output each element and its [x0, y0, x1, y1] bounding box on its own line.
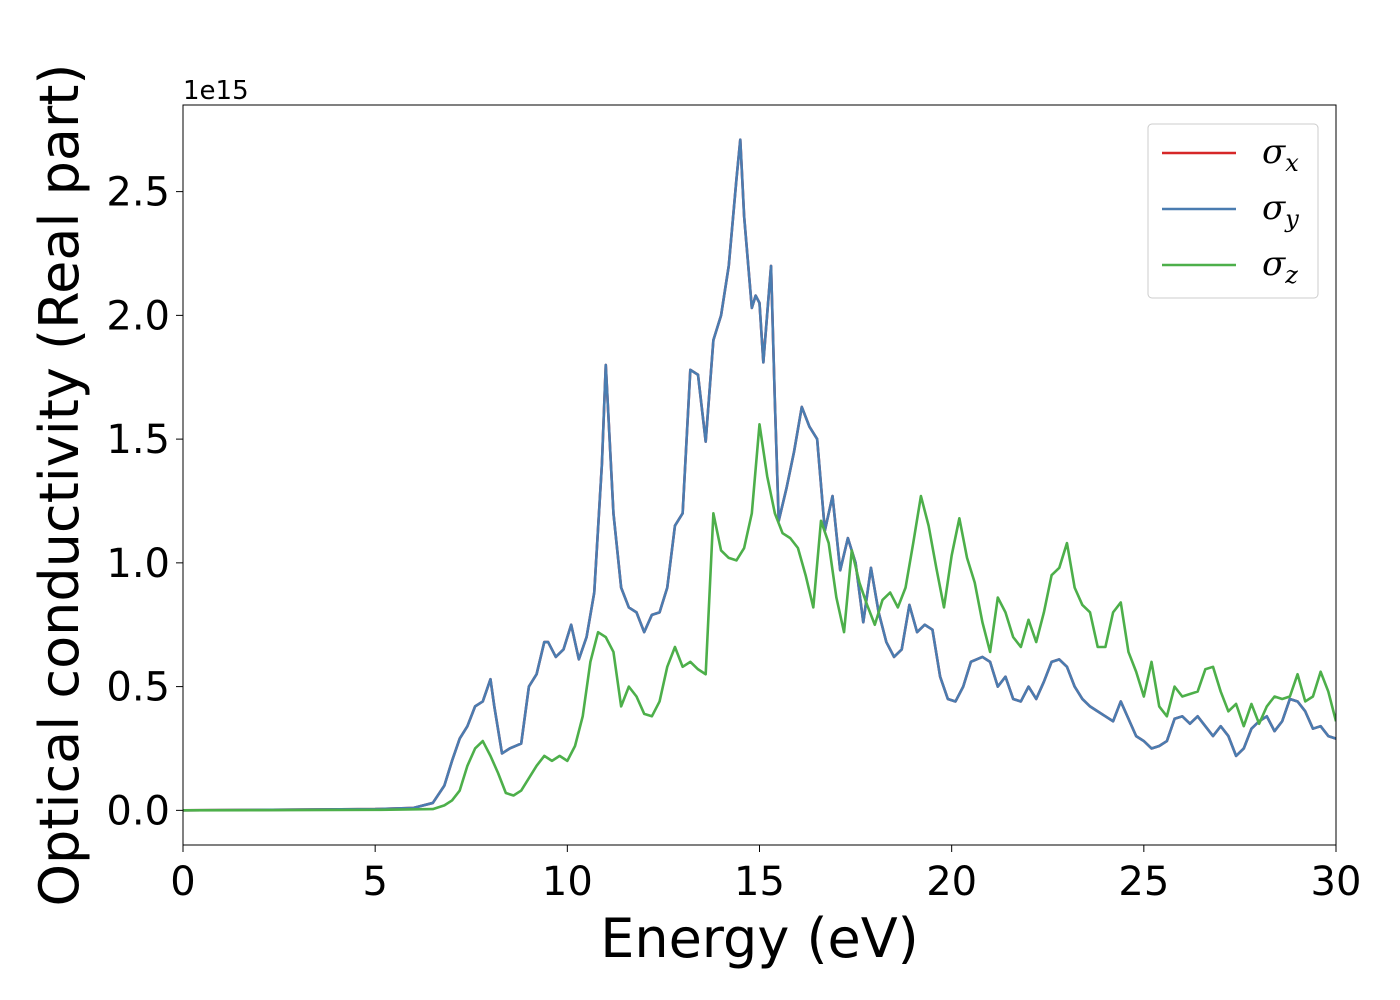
y-tick-label: 1.5 — [106, 417, 170, 463]
x-tick-label: 25 — [1118, 859, 1169, 905]
legend-label-base: σ — [1262, 244, 1286, 284]
y-tick-label: 1.0 — [106, 541, 170, 587]
x-axis-ticks: 0 5 10 15 20 25 30 — [170, 845, 1361, 905]
legend-label-subscript: z — [1284, 261, 1298, 289]
x-tick-label: 5 — [362, 859, 387, 905]
series-layer — [183, 138, 1336, 812]
x-tick-label: 15 — [734, 859, 785, 905]
x-tick-label: 20 — [926, 859, 977, 905]
legend-label-base: σ — [1262, 132, 1286, 172]
legend-label-y: σy — [1262, 188, 1299, 233]
y-tick-label: 0.5 — [106, 665, 170, 711]
legend-label-base: σ — [1262, 188, 1286, 228]
x-tick-label: 10 — [542, 859, 593, 905]
x-tick-label: 0 — [170, 859, 195, 905]
legend-label-z: σz — [1262, 244, 1298, 289]
series-line-z — [183, 422, 1336, 812]
legend-label-subscript: y — [1284, 205, 1299, 233]
y-axis-offset-text: 1e15 — [183, 76, 249, 106]
y-tick-label: 2.5 — [106, 170, 170, 216]
y-tick-label: 0.0 — [106, 788, 170, 834]
y-tick-label: 2.0 — [106, 293, 170, 339]
legend-label-x: σx — [1262, 132, 1299, 177]
x-tick-label: 30 — [1311, 859, 1362, 905]
x-axis-label: Energy (eV) — [600, 907, 919, 970]
legend-box — [1147, 123, 1319, 299]
legend-label-subscript: x — [1285, 149, 1299, 177]
y-axis-ticks: 0.0 0.5 1.0 1.5 2.0 2.5 — [106, 170, 183, 834]
y-axis-label: Optical conductivity (Real part) — [28, 64, 91, 907]
